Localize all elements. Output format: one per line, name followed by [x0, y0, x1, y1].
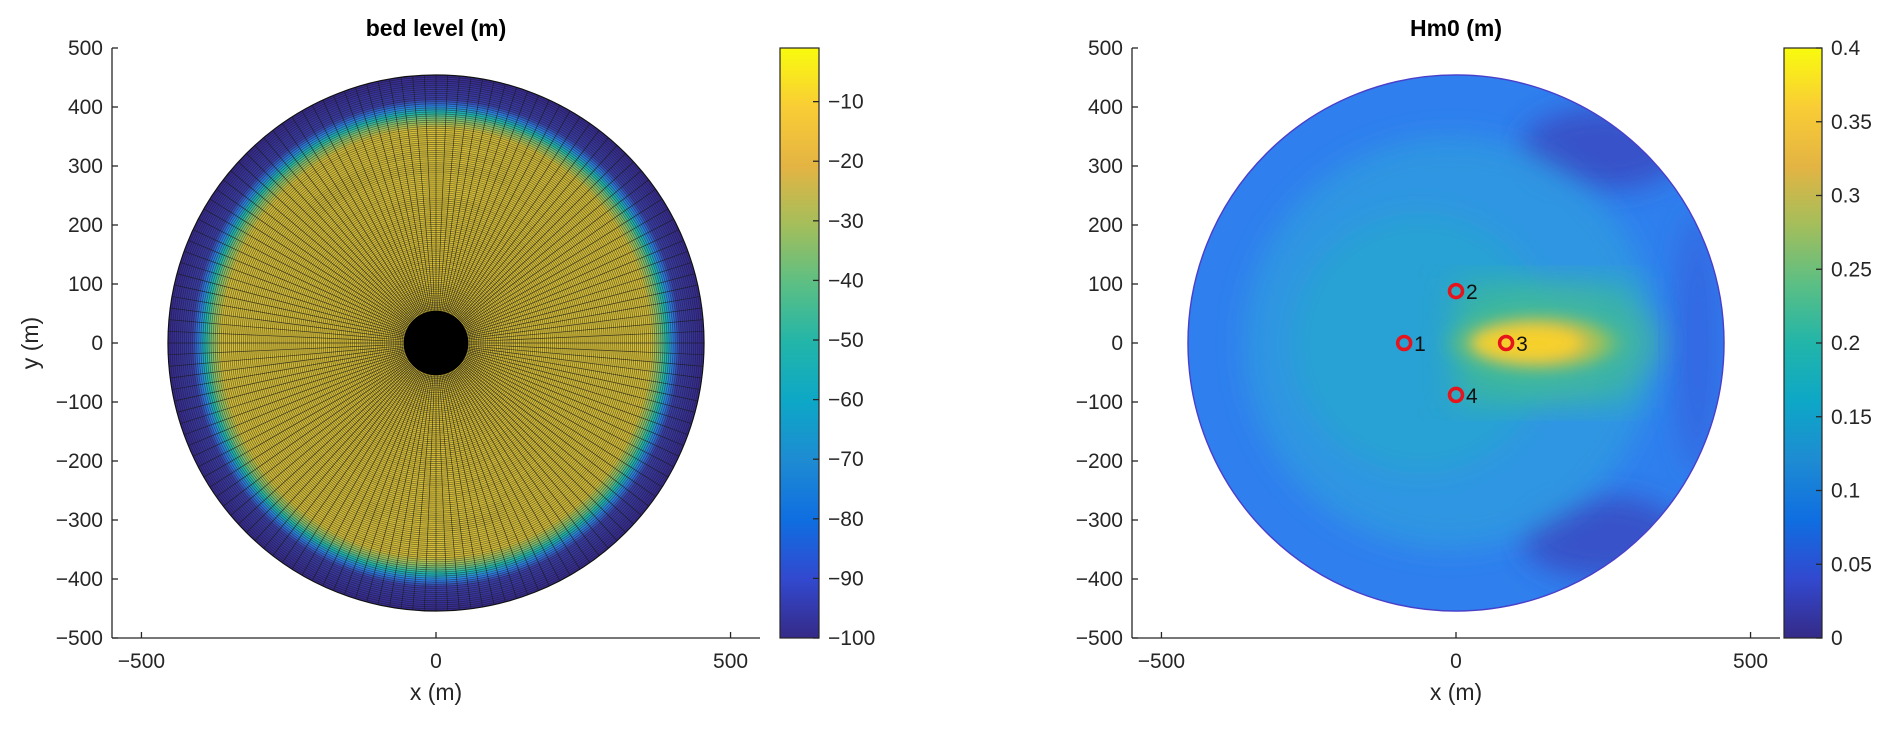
output-point-3-marker	[1497, 334, 1515, 352]
bed-level-colorbar-frame	[779, 47, 820, 639]
hm0-y-tick-label: 500	[1088, 37, 1123, 60]
hm0-colorbar-tick-label: 0.35	[1831, 111, 1872, 134]
hm0-colorbar-tick-label: 0.25	[1831, 258, 1872, 281]
hm0-colorbar-tick-label: 0.15	[1831, 406, 1872, 429]
bed-level-y-tick-label: −100	[56, 391, 103, 414]
bed-level-y-tick-label: 0	[91, 332, 103, 355]
output-point-4-label: 4	[1466, 385, 1478, 408]
hm0-outer-boundary	[1187, 74, 1725, 612]
output-point-1-label: 1	[1414, 333, 1426, 356]
bed-level-colorbar-tick-label: −60	[828, 389, 864, 412]
bed-level-y-tick-label: −400	[56, 568, 103, 591]
hm0-y-tick-label: 200	[1088, 214, 1123, 237]
hm0-y-tick-label: 300	[1088, 155, 1123, 178]
output-point-2-label: 2	[1466, 281, 1478, 304]
hm0-y-tick-label: 400	[1088, 96, 1123, 119]
bed-level-colorbar-tick-label: −80	[828, 508, 864, 531]
hm0-y-tick-label: −100	[1076, 391, 1123, 414]
hm0-y-tick-label: −500	[1076, 627, 1123, 650]
hm0-colorbar-tick-label: 0.05	[1831, 553, 1872, 576]
hm0-x-tick-label: −500	[1138, 650, 1185, 673]
bed-level-x-tick-label: 500	[713, 650, 748, 673]
bed-level-inner-hole	[403, 310, 469, 376]
bed-level-y-tick-label: −200	[56, 450, 103, 473]
hm0-colorbar: 0.4 0.35 0.3 0.25 0.2 0.15 0.1 0.05 0	[1783, 37, 1872, 650]
bed-level-colorbar-tick-label: −90	[828, 567, 864, 590]
output-point-2-marker	[1447, 282, 1465, 300]
bed-level-y-tick-label: 500	[68, 37, 103, 60]
bed-level-x-tick-label: −500	[118, 650, 165, 673]
bed-level-panel: bed level (m) 5004003002001000−100−200−3…	[17, 15, 875, 705]
hm0-colorbar-tick-label: 0.2	[1831, 332, 1860, 355]
hm0-colorbar-tick-label: 0.1	[1831, 480, 1860, 503]
hm0-colorbar-tick-label: 0	[1831, 627, 1843, 650]
bed-level-y-tick-label: −300	[56, 509, 103, 532]
bed-level-colorbar-tick-label: −30	[828, 210, 864, 233]
hm0-field	[1187, 74, 1725, 612]
hm0-field-layers	[1187, 74, 1725, 612]
bed-level-y-tick-label: −500	[56, 627, 103, 650]
bed-level-colorbar-tick-label: −40	[828, 269, 864, 292]
bed-level-title: bed level (m)	[366, 15, 507, 41]
bed-level-axes: 500 400 300 200 100 0 −100 −200 −300 −400 −500 −500…	[56, 37, 760, 673]
bed-level-x-tick-label: 0	[430, 650, 442, 673]
hm0-title: Hm0 (m)	[1410, 15, 1502, 41]
hm0-y-tick-label: 0	[1111, 332, 1123, 355]
hm0-output-points: 1 2 3 4	[1395, 281, 1528, 408]
bed-level-colorbar: −10 −20 −30 −40 −50 −60 −70 −80 −90 −100	[779, 47, 875, 650]
hm0-y-tick-label: 100	[1088, 273, 1123, 296]
bed-level-colorbar-tick-label: −50	[828, 329, 864, 352]
bed-level-y-tick-label: 300	[68, 155, 103, 178]
hm0-colorbar-scale	[1784, 48, 1822, 638]
bed-level-colorbar-tick-label: −10	[828, 91, 864, 114]
hm0-hotspot	[1438, 306, 1639, 380]
bed-level-y-tick-label: 400	[68, 96, 103, 119]
output-point-3-label: 3	[1516, 333, 1528, 356]
hm0-y-tick-label: −400	[1076, 568, 1123, 591]
hm0-y-tick-label: −200	[1076, 450, 1123, 473]
output-point-4-marker	[1447, 386, 1465, 404]
hm0-x-tick-label: 500	[1733, 650, 1768, 673]
bed-level-colorbar-tick-label: −70	[828, 448, 864, 471]
bed-level-y-tick-label: 200	[68, 214, 103, 237]
bed-level-colorbar-tick-label: −20	[828, 150, 864, 173]
hm0-colorbar-tick-label: 0.3	[1831, 185, 1860, 208]
bed-level-mesh	[167, 74, 705, 612]
bed-level-outer-boundary	[167, 74, 705, 612]
hm0-y-tick-label: −300	[1076, 509, 1123, 532]
bed-level-field	[167, 74, 705, 612]
hm0-panel: Hm0 (m) 5004003002001000−100−200−300−400…	[1076, 15, 1872, 705]
hm0-x-axis-label: x (m)	[1430, 679, 1482, 705]
hm0-colorbar-tick-label: 0.4	[1831, 37, 1861, 60]
hm0-x-tick-label: 0	[1450, 650, 1462, 673]
bed-level-y-tick-label: 100	[68, 273, 103, 296]
bed-level-x-axis-label: x (m)	[410, 679, 462, 705]
bed-level-colorbar-scale	[780, 48, 819, 638]
output-point-1-marker	[1395, 334, 1413, 352]
bed-level-y-axis-label: y (m)	[17, 317, 43, 369]
bed-level-colorbar-tick-label: −100	[828, 627, 875, 650]
hm0-axes: 500 400 300 200 100 0 −100 −200 −300 −400 −500 −500…	[1076, 37, 1780, 673]
